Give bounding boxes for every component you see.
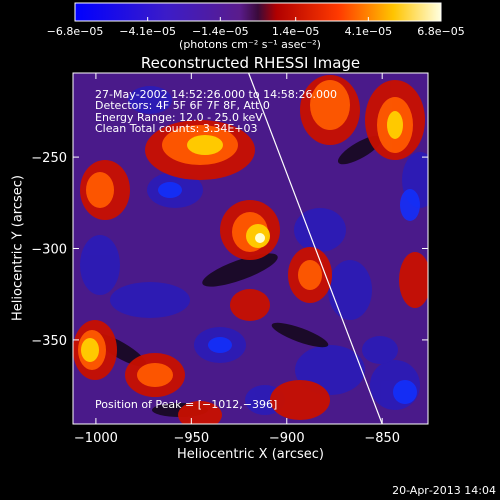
colorbar-units: (photons cm⁻² s⁻¹ asec⁻²) (179, 38, 321, 51)
colorbar-tick-label: 1.4e−05 (272, 25, 319, 38)
annotation-detectors: Detectors: 4F 5F 6F 7F 8F, Att 0 (95, 99, 270, 112)
annotation-peak: Position of Peak = [−1012,−396] (95, 398, 278, 411)
footer-timestamp: 20‐Apr‐2013 14:04 (392, 484, 496, 497)
chart-title: Reconstructed RHESSI Image (140, 54, 361, 72)
y-axis-label: Heliocentric Y (arcsec) (10, 175, 26, 321)
colorbar (74, 2, 442, 22)
heatmap-image (73, 73, 428, 424)
y-tick-label: −350 (31, 334, 67, 349)
y-tick-label: −250 (31, 151, 67, 166)
colorbar-tick-label: −1.4e−05 (192, 25, 249, 38)
colorbar-tick-label: −6.8e−05 (47, 25, 104, 38)
x-tick-label: −950 (173, 431, 209, 446)
y-axis-ticks: −250 −300 −350 (31, 151, 428, 349)
colorbar-tick-label: 4.1e−05 (345, 25, 392, 38)
colorbar-ticks: −6.8e−05 −4.1e−05 −1.4e−05 1.4e−05 4.1e−05 6.… (47, 17, 465, 38)
colorbar-tick-label: 6.8e−05 (417, 25, 464, 38)
annotation-time-range: 27‐May‐2002 14:52:26.000 to 14:58:26.000 (95, 88, 337, 101)
annotation-energy-range: Energy Range: 12.0 ‐ 25.0 keV (95, 111, 263, 124)
annotation-clean: Clean Total counts: 3.34E+03 (95, 122, 258, 135)
x-axis-label: Heliocentric X (arcsec) (177, 447, 324, 462)
x-axis-ticks: −1000 −950 −900 −850 (74, 73, 400, 446)
x-tick-label: −1000 (74, 431, 118, 446)
colorbar-tick-label: −4.1e−05 (119, 25, 176, 38)
x-tick-label: −850 (364, 431, 400, 446)
x-tick-label: −900 (269, 431, 305, 446)
y-tick-label: −300 (31, 243, 67, 258)
limb-line (248, 73, 383, 424)
